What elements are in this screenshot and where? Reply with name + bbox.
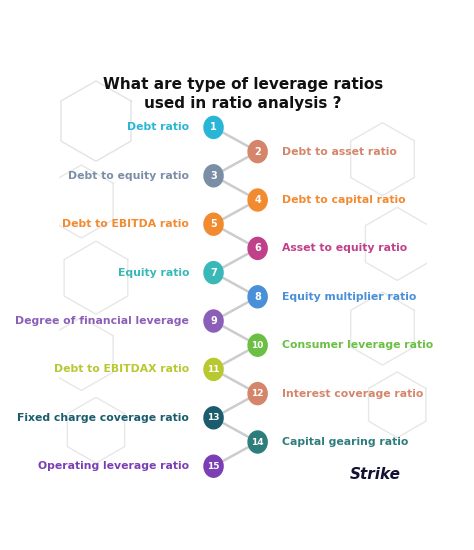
Text: 4: 4 bbox=[254, 195, 261, 205]
Text: Consumer leverage ratio: Consumer leverage ratio bbox=[282, 340, 433, 350]
Text: 2: 2 bbox=[254, 147, 261, 157]
Text: 11: 11 bbox=[207, 365, 220, 374]
Text: 9: 9 bbox=[210, 316, 217, 326]
Text: Equity ratio: Equity ratio bbox=[118, 268, 189, 278]
Circle shape bbox=[204, 213, 223, 235]
Text: Debt to EBITDA ratio: Debt to EBITDA ratio bbox=[63, 219, 189, 229]
Circle shape bbox=[204, 455, 223, 477]
Text: Debt to capital ratio: Debt to capital ratio bbox=[282, 195, 405, 205]
Circle shape bbox=[204, 407, 223, 429]
Text: 14: 14 bbox=[251, 437, 264, 447]
Circle shape bbox=[204, 262, 223, 284]
Text: 1: 1 bbox=[210, 123, 217, 133]
Text: Capital gearing ratio: Capital gearing ratio bbox=[282, 437, 408, 447]
Circle shape bbox=[248, 286, 267, 308]
Text: Debt to EBITDAX ratio: Debt to EBITDAX ratio bbox=[54, 365, 189, 375]
Text: 5: 5 bbox=[210, 219, 217, 229]
Text: Asset to equity ratio: Asset to equity ratio bbox=[282, 244, 407, 254]
Circle shape bbox=[248, 334, 267, 356]
Text: Fixed charge coverage ratio: Fixed charge coverage ratio bbox=[18, 413, 189, 423]
Text: Degree of financial leverage: Degree of financial leverage bbox=[16, 316, 189, 326]
Text: 3: 3 bbox=[210, 171, 217, 181]
Text: Interest coverage ratio: Interest coverage ratio bbox=[282, 389, 423, 399]
Text: Debt to asset ratio: Debt to asset ratio bbox=[282, 147, 397, 157]
Text: 6: 6 bbox=[254, 244, 261, 254]
Text: 10: 10 bbox=[251, 340, 264, 350]
Circle shape bbox=[248, 431, 267, 453]
Text: Debt ratio: Debt ratio bbox=[127, 123, 189, 133]
Circle shape bbox=[204, 165, 223, 187]
Text: Debt to equity ratio: Debt to equity ratio bbox=[68, 171, 189, 181]
Circle shape bbox=[248, 238, 267, 260]
Text: 13: 13 bbox=[207, 413, 220, 422]
Circle shape bbox=[248, 189, 267, 211]
Circle shape bbox=[248, 141, 267, 163]
Circle shape bbox=[204, 117, 223, 139]
Text: What are type of leverage ratios
used in ratio analysis ?: What are type of leverage ratios used in… bbox=[103, 76, 383, 112]
Text: Strike: Strike bbox=[350, 467, 401, 482]
Text: Equity multiplier ratio: Equity multiplier ratio bbox=[282, 292, 416, 302]
Text: 8: 8 bbox=[254, 292, 261, 302]
Text: 15: 15 bbox=[207, 461, 220, 471]
Text: 7: 7 bbox=[210, 268, 217, 278]
Circle shape bbox=[204, 310, 223, 332]
Text: 12: 12 bbox=[251, 389, 264, 398]
Circle shape bbox=[204, 359, 223, 381]
Text: Operating leverage ratio: Operating leverage ratio bbox=[38, 461, 189, 471]
Circle shape bbox=[248, 383, 267, 405]
